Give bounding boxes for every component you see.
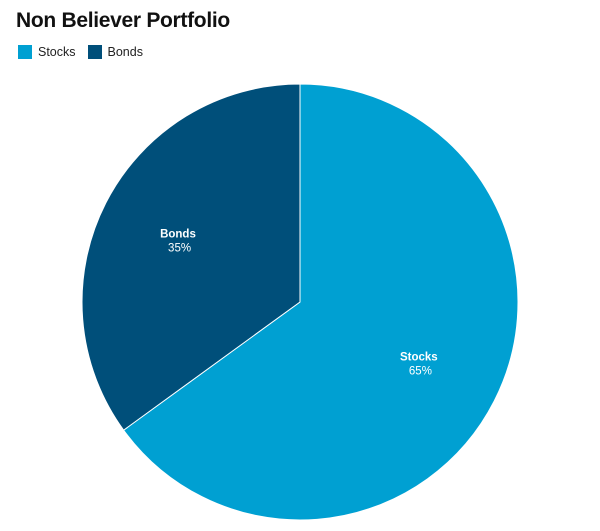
slice-label-bonds-value: 35% xyxy=(168,243,191,255)
chart-title: Non Believer Portfolio xyxy=(16,9,230,32)
legend-swatch-stocks xyxy=(18,45,32,59)
chart-legend: Stocks Bonds xyxy=(18,45,143,59)
slice-label-stocks: Stocks 65% xyxy=(400,351,441,377)
slice-label-stocks-value: 65% xyxy=(409,365,432,377)
slice-label-bonds: Bonds 35% xyxy=(160,229,199,255)
slice-label-stocks-name: Stocks xyxy=(400,351,438,363)
legend-item-stocks[interactable]: Stocks xyxy=(18,45,76,59)
pie-slices xyxy=(81,83,519,521)
legend-label-bonds: Bonds xyxy=(107,45,143,59)
legend-item-bonds[interactable]: Bonds xyxy=(87,45,143,59)
slice-label-bonds-name: Bonds xyxy=(160,229,196,241)
legend-label-stocks: Stocks xyxy=(38,45,76,59)
pie-slice-labels: Stocks 65% Bonds 35% xyxy=(160,229,441,378)
legend-swatch-bonds xyxy=(87,45,102,59)
pie-slice-bonds[interactable] xyxy=(81,83,301,431)
pie-slice-stocks[interactable] xyxy=(122,83,519,521)
